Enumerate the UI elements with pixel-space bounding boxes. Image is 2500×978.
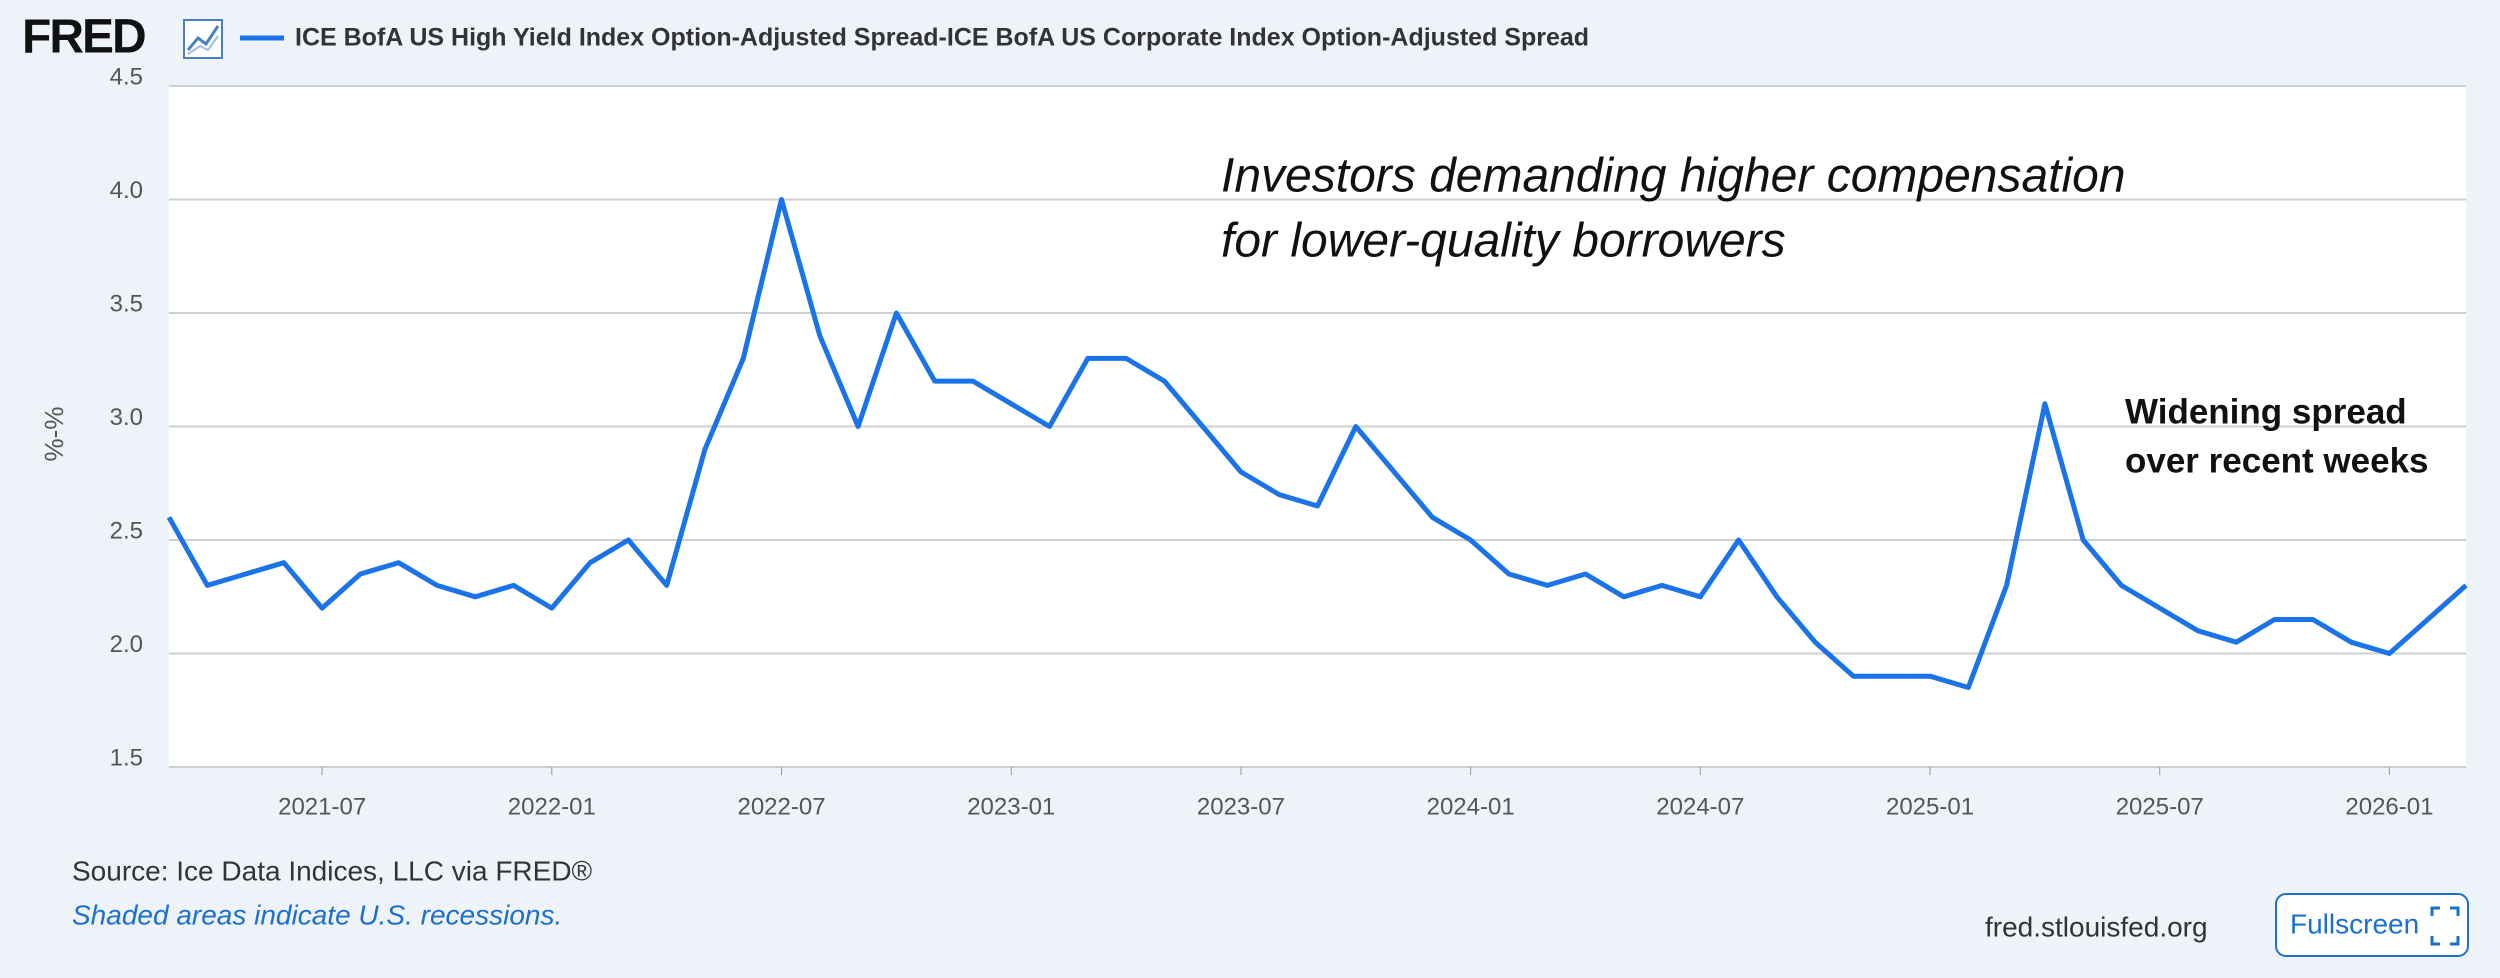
logo-icon bbox=[183, 19, 223, 59]
x-tick-label: 2022-01 bbox=[508, 793, 596, 820]
fullscreen-icon[interactable] bbox=[2430, 906, 2460, 946]
annotation: Widening spread bbox=[2125, 392, 2407, 431]
x-tick-label: 2025-01 bbox=[1886, 793, 1974, 820]
annotation: over recent weeks bbox=[2125, 441, 2429, 480]
y-tick-label: 3.0 bbox=[110, 404, 143, 431]
x-tick-label: 2026-01 bbox=[2345, 793, 2433, 820]
x-tick-label: 2025-07 bbox=[2116, 793, 2204, 820]
y-tick-label: 4.5 bbox=[110, 63, 143, 90]
annotation: Investors demanding higher compensation bbox=[1221, 150, 2126, 203]
source: Source: Ice Data Indices, LLC via FRED® bbox=[72, 855, 593, 886]
y-axis-label: %-% bbox=[39, 407, 69, 462]
marks bbox=[166, 197, 2468, 690]
y-tick-label: 3.5 bbox=[110, 290, 143, 317]
x-tick-label: 2023-07 bbox=[1197, 793, 1285, 820]
button-box[interactable] bbox=[2275, 893, 2469, 957]
x-tick-label: 2022-07 bbox=[737, 793, 825, 820]
x-tick-label: 2023-01 bbox=[967, 793, 1055, 820]
y-tick-label: 2.0 bbox=[110, 631, 143, 658]
y-tick-label: 1.5 bbox=[110, 744, 143, 771]
legend-label: ICE BofA US High Yield Index Option-Adju… bbox=[295, 24, 1589, 52]
x-tick-label: 2024-07 bbox=[1656, 793, 1744, 820]
series-line bbox=[166, 197, 2468, 690]
x-tick-label: 2021-07 bbox=[278, 793, 366, 820]
y-tick-label: 2.5 bbox=[110, 517, 143, 544]
fred-logo: FRED bbox=[22, 11, 145, 64]
fullscreen-button[interactable]: Fullscreen bbox=[2275, 893, 2469, 957]
y-tick-label: 4.0 bbox=[110, 177, 143, 204]
button-label[interactable]: Fullscreen bbox=[2290, 908, 2419, 939]
recession-note: Shaded areas indicate U.S. recessions. bbox=[72, 899, 562, 930]
x-tick-label: 2024-01 bbox=[1427, 793, 1515, 820]
site: fred.stlouisfed.org bbox=[1985, 911, 2208, 942]
annotation: for lower-quality borrowers bbox=[1221, 215, 1786, 268]
